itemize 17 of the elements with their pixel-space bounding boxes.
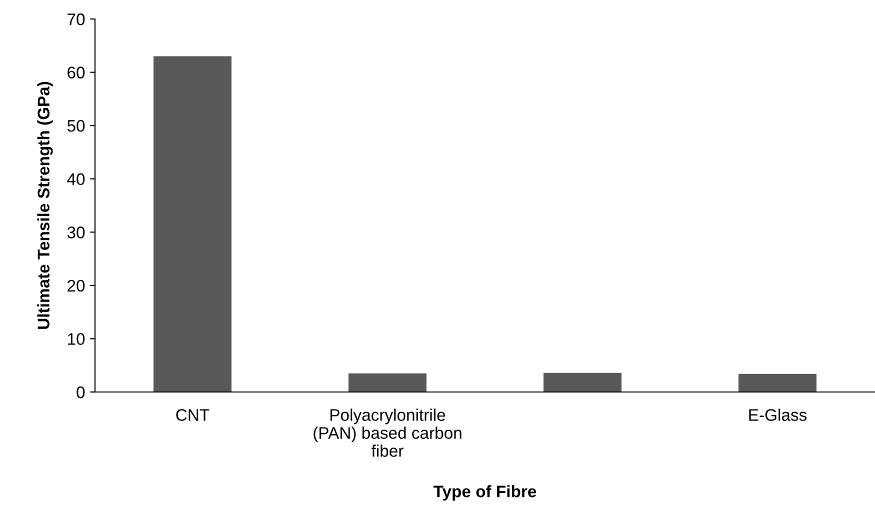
x-axis-title: Type of Fibre xyxy=(433,485,536,501)
x-tick-label: E-Glass xyxy=(749,408,807,421)
x-tick-label: Polyacrylonitrile (PAN) based carbon fiber xyxy=(314,408,462,457)
y-tick-label: 20 xyxy=(68,280,85,292)
y-tick-label: 0 xyxy=(76,386,85,398)
y-tick-label: 30 xyxy=(67,226,85,238)
x-tick-label: CNT xyxy=(176,409,210,421)
bar xyxy=(738,374,816,392)
bar xyxy=(544,372,622,392)
y-tick-label: 50 xyxy=(67,120,85,132)
bar xyxy=(154,56,232,392)
y-tick-label: 10 xyxy=(68,333,85,345)
y-tick-label: 60 xyxy=(68,66,85,78)
y-tick-label: 40 xyxy=(67,173,85,186)
y-tick-label: 70 xyxy=(68,13,85,26)
bar xyxy=(348,373,426,392)
y-axis-title: Ultimate Tensile Strength (GPa) xyxy=(37,82,53,329)
